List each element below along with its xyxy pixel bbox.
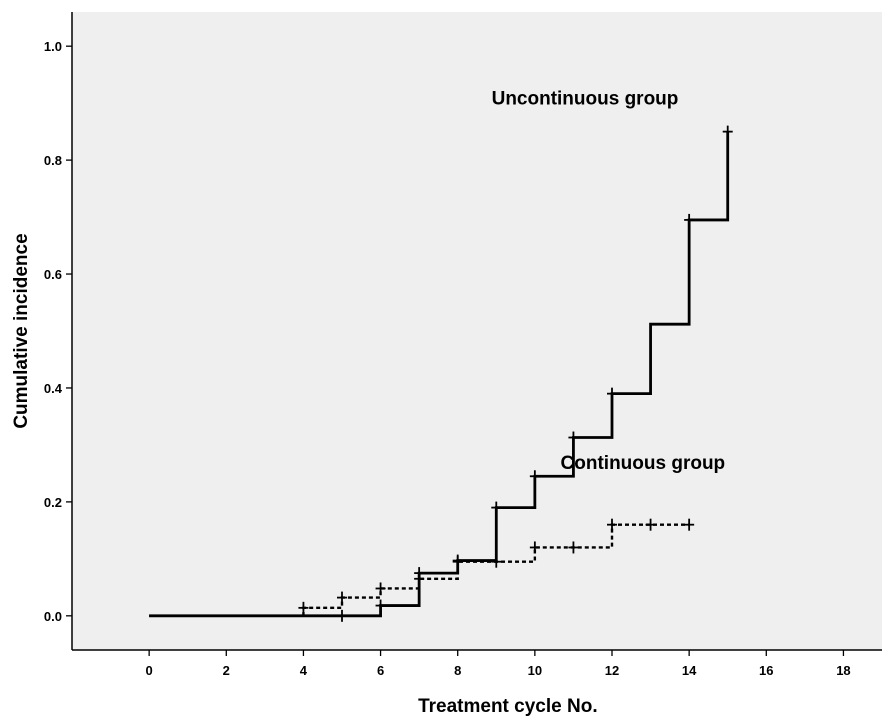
series-2-censor-mark — [452, 555, 463, 568]
x-axis-title: Treatment cycle No. — [418, 696, 598, 717]
series-1-censor-mark — [337, 609, 347, 622]
series-2-censor-mark — [684, 518, 695, 531]
y-tick-label: 0.6 — [44, 267, 62, 282]
series-2-censor-mark — [607, 518, 617, 531]
series-2-censor-mark — [645, 518, 656, 531]
series-1-censor-mark — [491, 501, 502, 514]
series-2-censor-mark — [529, 541, 540, 554]
annotation-1: Uncontinuous group — [492, 88, 679, 109]
series-2-censor-mark — [298, 601, 309, 614]
x-tick-label: 6 — [377, 663, 384, 678]
x-tick-label: 10 — [528, 663, 542, 678]
series-2-censor-mark — [375, 582, 386, 595]
x-tick-label: 14 — [682, 663, 697, 678]
series-layer — [149, 125, 733, 622]
x-tick-label: 0 — [146, 663, 153, 678]
y-tick-label: 0.4 — [44, 381, 63, 396]
x-tick-label: 18 — [836, 663, 850, 678]
series-1-censor-mark — [607, 387, 617, 400]
series-2-censor-mark — [568, 541, 579, 554]
x-tick-label: 2 — [223, 663, 230, 678]
series-2-censor-mark — [491, 555, 502, 568]
x-tick-label: 16 — [759, 663, 773, 678]
y-tick-label: 0.8 — [44, 153, 62, 168]
series-1-censor-mark — [529, 470, 540, 483]
annotations-layer: Uncontinuous group Continuous group — [492, 88, 726, 474]
y-axis-title: Cumulative incidence — [11, 233, 32, 428]
y-tick-label: 0.0 — [44, 609, 62, 624]
series-2-censor-mark — [337, 591, 347, 604]
x-tick-label: 8 — [454, 663, 461, 678]
series-1-censor-mark — [722, 125, 733, 138]
y-tick-label: 0.2 — [44, 495, 62, 510]
x-tick-label: 4 — [300, 663, 308, 678]
series-1-censor-mark — [684, 213, 695, 226]
plot-area — [72, 12, 882, 650]
axes: 0.0 0.2 0.4 0.6 0.8 1.0 0 2 4 6 8 10 12 14 16 18 — [44, 12, 882, 678]
series-1-censor-mark — [568, 431, 579, 444]
y-tick-label: 1.0 — [44, 39, 62, 54]
series-1-censor-mark — [375, 599, 386, 612]
x-tick-label: 12 — [605, 663, 619, 678]
series-2-censor-mark — [414, 572, 425, 585]
annotation-2: Continuous group — [561, 453, 726, 474]
